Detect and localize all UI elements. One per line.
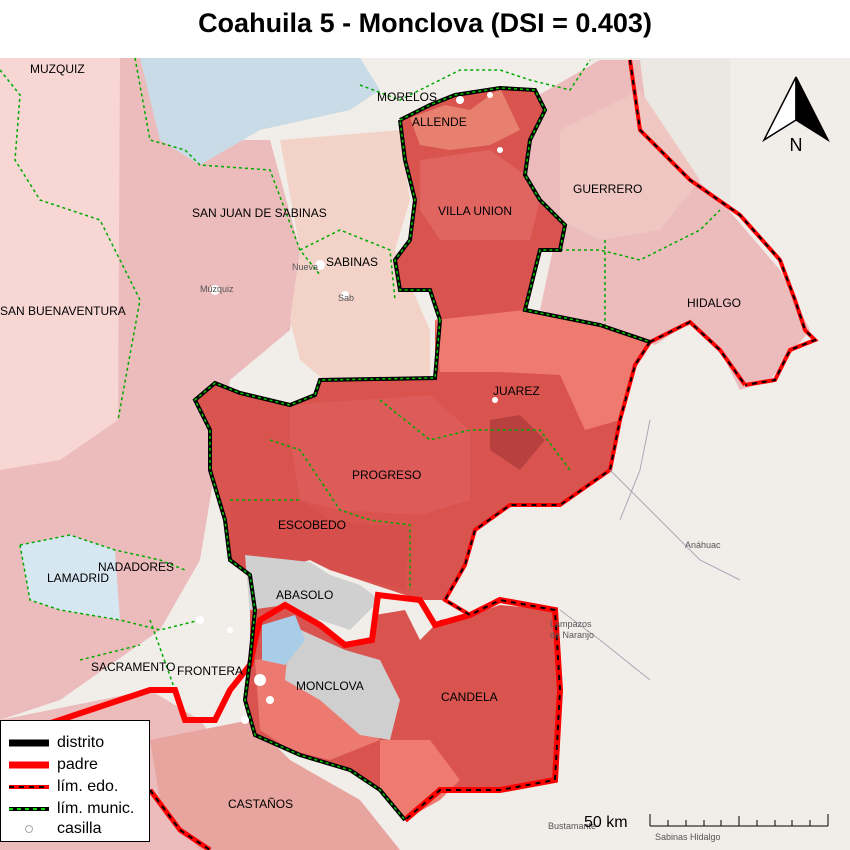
label-guerrero: GUERRERO xyxy=(573,182,642,196)
scale-bar: 50 km xyxy=(584,814,829,831)
label-frontera: FRONTERA xyxy=(177,664,243,678)
label-morelos: MORELOS xyxy=(377,90,437,104)
map-canvas: MUZQUIZ MORELOS ALLENDE GUERRERO VILLA U… xyxy=(0,58,850,850)
guerrero-lighter xyxy=(560,90,700,240)
place-lampazos: Lampazos xyxy=(550,619,592,629)
juarez-area xyxy=(435,310,650,430)
sabinas-area xyxy=(280,130,430,385)
map-title: Coahuila 5 - Monclova (DSI = 0.403) xyxy=(198,8,652,38)
villa-union-area xyxy=(420,150,540,240)
label-candela: CANDELA xyxy=(441,690,498,704)
progreso-area xyxy=(290,395,470,515)
reservoir-monclova xyxy=(262,615,305,665)
state-boundary xyxy=(149,59,819,850)
label-san-buenaventura: SAN BUENAVENTURA xyxy=(0,304,126,318)
lamadrid-area xyxy=(20,535,120,620)
legend: distrito padre lím. edo. lím. munic. cas… xyxy=(0,720,150,842)
label-muzquiz: MUZQUIZ xyxy=(30,62,85,76)
legend-padre-label: padre xyxy=(57,756,98,773)
district-border xyxy=(192,85,651,822)
basemap-lines xyxy=(559,419,741,681)
place-bustamante: Bustamante xyxy=(548,821,596,831)
label-escobedo: ESCOBEDO xyxy=(278,518,346,532)
legend-lim-munic-swatch xyxy=(9,807,49,811)
legend-casilla-swatch xyxy=(25,825,33,833)
place-nueva-rosita: Nueva xyxy=(292,262,318,272)
place-de-naranjo: de Naranjo xyxy=(550,630,594,640)
allende-area xyxy=(410,88,520,150)
label-monclova: MONCLOVA xyxy=(296,679,364,693)
legend-distrito-label: distrito xyxy=(57,734,105,751)
legend-lim-munic-label: lím. munic. xyxy=(57,800,135,817)
legend-lim-edo-swatch xyxy=(9,785,49,789)
place-sabinas-town: Sab xyxy=(338,293,354,303)
scale-label: 50 km xyxy=(584,814,628,831)
towns xyxy=(196,92,503,724)
label-san-juan-de-sabinas: SAN JUAN DE SABINAS xyxy=(192,206,327,220)
castanos-district-part xyxy=(380,740,460,820)
label-sabinas: SABINAS xyxy=(326,255,378,269)
label-sacramento: SACRAMENTO xyxy=(91,660,175,674)
legend-distrito-swatch xyxy=(9,739,49,747)
legend-item-lim-edo: lím. edo. xyxy=(7,777,147,797)
label-lamadrid: LAMADRID xyxy=(47,571,109,585)
legend-item-padre: padre xyxy=(7,755,147,775)
municipal-boundaries xyxy=(0,58,721,691)
monclova-light xyxy=(255,655,380,760)
legend-item-lim-munic: lím. munic. xyxy=(7,799,147,819)
label-hidalgo: HIDALGO xyxy=(687,296,741,310)
legend-item-distrito: distrito xyxy=(7,733,147,753)
north-label: N xyxy=(790,135,803,155)
west-region-light xyxy=(0,58,120,470)
legend-casilla-label: casilla xyxy=(57,820,102,837)
label-allende: ALLENDE xyxy=(412,115,467,129)
juarez-town xyxy=(490,415,545,470)
legend-padre-swatch xyxy=(9,761,49,769)
place-sabinas-hidalgo: Sabinas Hidalgo xyxy=(655,832,721,842)
reservoir-north xyxy=(140,58,380,165)
label-juarez: JUAREZ xyxy=(493,384,540,398)
place-muzquiz-town: Múzquiz xyxy=(200,284,234,294)
castanos-area xyxy=(150,720,400,850)
legend-lim-edo-label: lím. edo. xyxy=(57,778,119,795)
legend-item-casilla: casilla xyxy=(7,819,147,839)
north-arrow: N xyxy=(762,76,830,155)
label-progreso: PROGRESO xyxy=(352,468,421,482)
label-nadadores: NADADORES xyxy=(98,560,174,574)
monclova-gray xyxy=(285,625,400,740)
label-abasolo: ABASOLO xyxy=(276,588,333,602)
label-villa-union: VILLA UNION xyxy=(438,204,512,218)
place-anahuac: Anáhuac xyxy=(685,540,721,550)
label-castanos: CASTAÑOS xyxy=(228,797,293,811)
